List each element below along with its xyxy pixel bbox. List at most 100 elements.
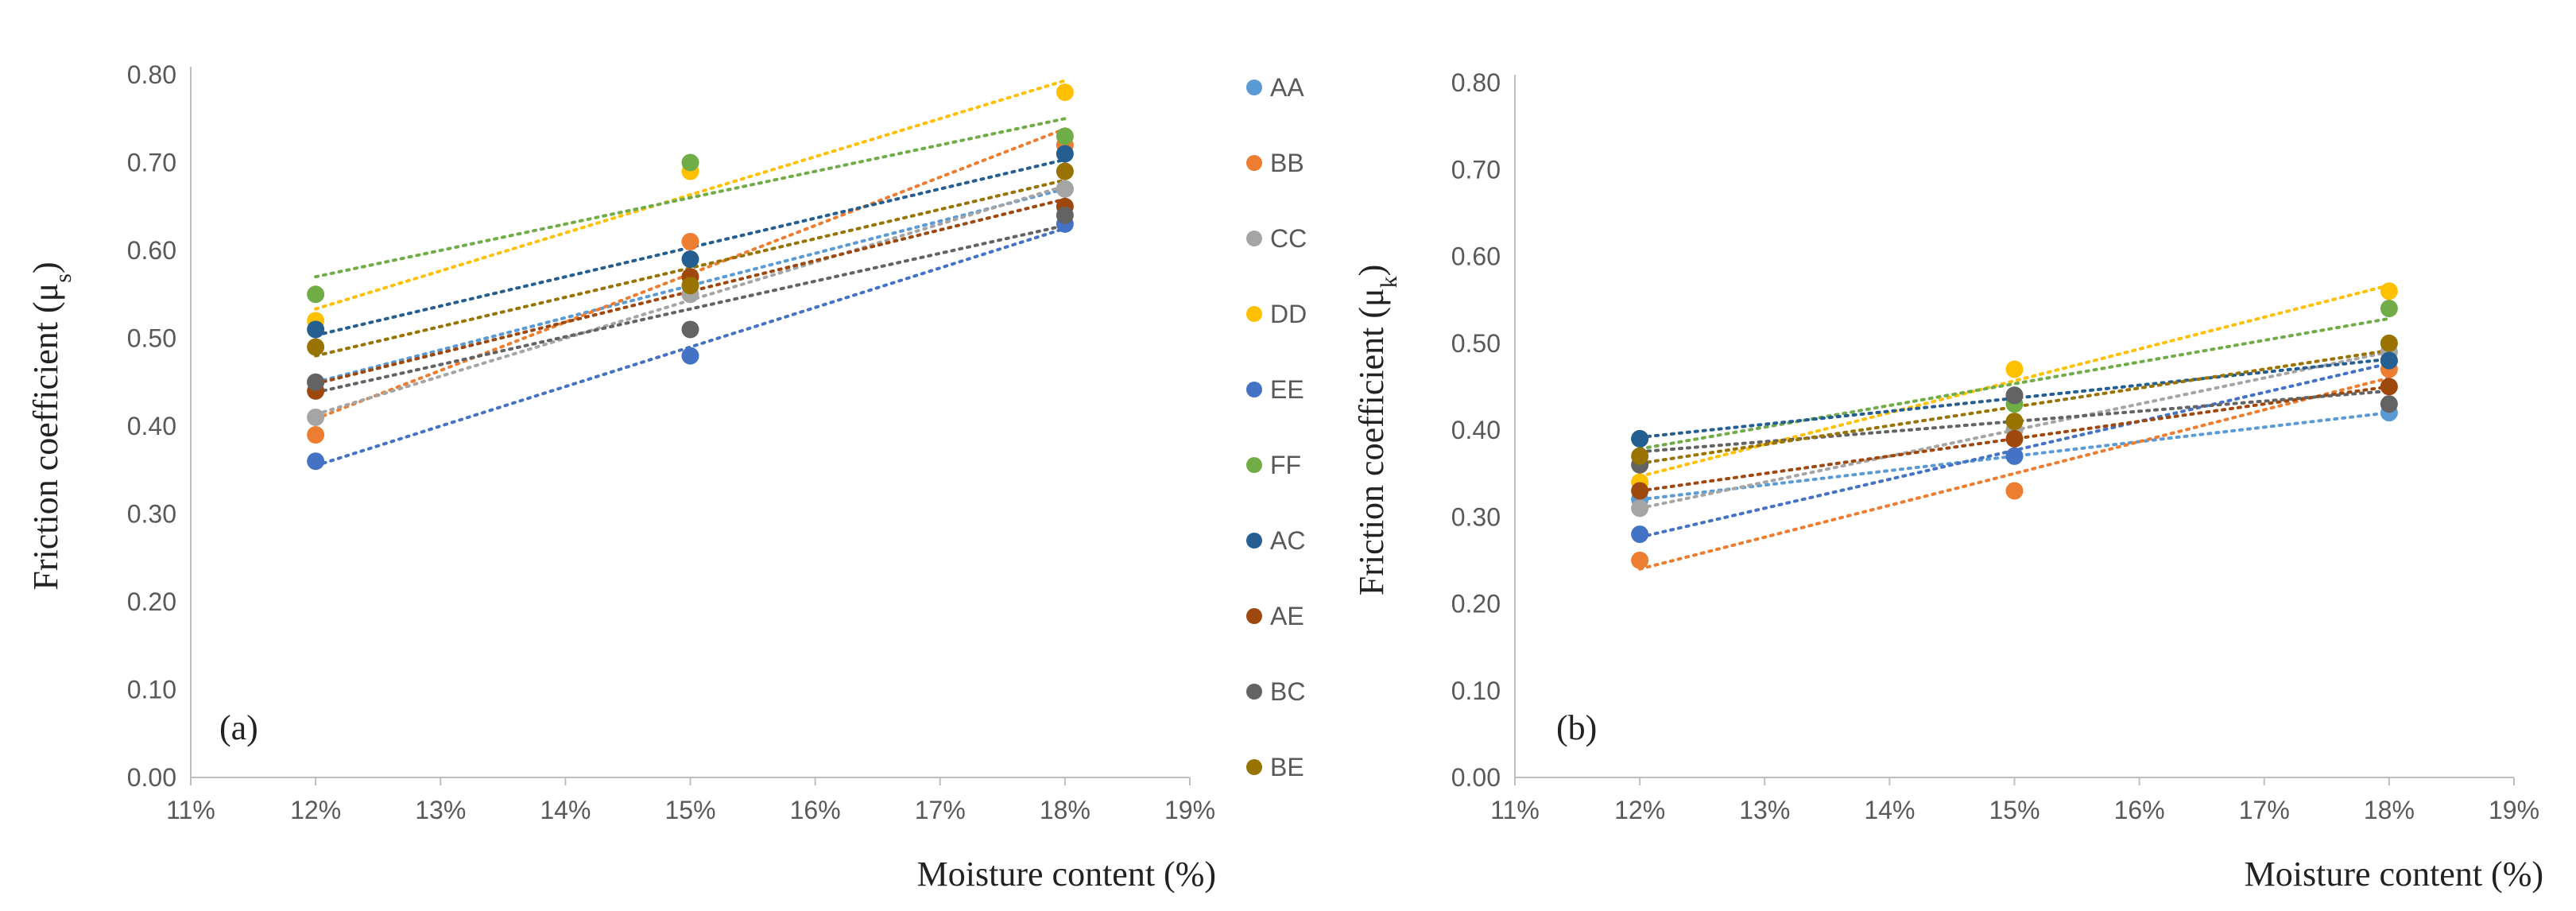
x-tick-label: 18% — [1040, 796, 1090, 824]
y-axis-title: Friction coefficient (μs) — [26, 262, 76, 590]
y-tick-label: 0.80 — [1451, 68, 1501, 97]
x-tick-label: 18% — [2364, 796, 2415, 824]
x-tick-label: 13% — [1739, 796, 1790, 824]
legend-marker-ee — [1246, 382, 1262, 397]
point-bb — [681, 232, 699, 250]
legend-label-ee: EE — [1270, 375, 1304, 404]
legend-label-ae: AE — [1270, 602, 1304, 630]
x-tick-label: 17% — [915, 796, 966, 824]
x-axis-title: Moisture content (%) — [2245, 855, 2543, 894]
point-bb — [2005, 482, 2024, 500]
y-tick-label: 0.70 — [1451, 155, 1501, 184]
chart-panel-a: 0.00 0.10 0.20 0.30 0.40 0.50 0.60 0.70 0.80 11% 1… — [26, 60, 1216, 894]
x-tick-label: 11% — [166, 796, 215, 824]
point-ff — [2380, 300, 2398, 318]
point-bc — [1056, 206, 1074, 224]
point-ae — [2380, 378, 2398, 396]
x-axis-title: Moisture content (%) — [917, 855, 1216, 894]
x-tick-label: 16% — [2114, 796, 2165, 824]
trendline-ff — [1638, 316, 2391, 451]
trendline-be — [314, 178, 1067, 358]
x-tick-label: 11% — [1490, 796, 1540, 824]
y-tick-label: 0.60 — [127, 236, 176, 265]
legend: AA BB CC DD EE FF AC AE BC BE — [1246, 73, 1307, 781]
legend-label-ff: FF — [1270, 451, 1301, 479]
y-axis-title-close: ) — [26, 262, 65, 273]
legend-marker-bb — [1246, 155, 1262, 171]
point-bc — [681, 320, 699, 339]
y-tick-label: 0.30 — [1451, 502, 1501, 531]
x-tick-label: 15% — [1989, 796, 2039, 824]
point-cc — [1056, 180, 1074, 198]
x-tick-label: 13% — [415, 796, 466, 824]
chart-panel-b: 0.00 0.10 0.20 0.30 0.40 0.50 0.60 0.70 0.80 11% 1… — [1352, 68, 2543, 894]
point-dd — [2005, 360, 2024, 378]
point-ac — [307, 320, 325, 339]
panel-label: (a) — [219, 708, 258, 747]
legend-label-be: BE — [1270, 753, 1304, 781]
x-tick-label: 16% — [790, 796, 841, 824]
y-axis-title-subscript: s — [50, 273, 76, 283]
y-tick-label: 0.80 — [127, 60, 176, 89]
legend-marker-aa — [1246, 79, 1262, 95]
legend-marker-dd — [1246, 306, 1262, 322]
y-axis-title-main: Friction coefficient (μ — [1352, 288, 1391, 595]
trendline-bc — [314, 223, 1067, 394]
legend-label-bb: BB — [1270, 149, 1304, 177]
x-tick-label: 12% — [1614, 796, 1665, 824]
y-tick-label: 0.40 — [1451, 416, 1501, 444]
trendline-bb — [1638, 376, 2391, 571]
trendline-ff — [314, 117, 1067, 279]
y-axis-title-close: ) — [1352, 265, 1391, 277]
y-tick-label: 0.00 — [1451, 763, 1501, 792]
y-tick-label: 0.10 — [1451, 676, 1501, 705]
point-ac — [681, 250, 699, 269]
point-bb — [1631, 551, 1649, 569]
x-tick-label: 15% — [664, 796, 715, 824]
point-ee — [1631, 525, 1649, 544]
point-ae — [2005, 429, 2024, 448]
legend-marker-be — [1246, 759, 1262, 775]
y-axis-title: Friction coefficient (μk) — [1352, 265, 1402, 596]
y-tick-label: 0.50 — [1451, 329, 1501, 358]
x-tick-label: 19% — [2489, 796, 2539, 824]
legend-label-cc: CC — [1270, 224, 1307, 253]
x-tick-label: 14% — [540, 796, 591, 824]
legend-marker-ac — [1246, 533, 1262, 549]
point-cc — [1631, 499, 1649, 518]
point-bb — [307, 426, 325, 444]
y-tick-label: 0.50 — [127, 324, 176, 353]
point-dd — [1056, 83, 1074, 102]
point-be — [2005, 413, 2024, 431]
x-tick-label: 14% — [1864, 796, 1915, 824]
point-dd — [2380, 282, 2398, 300]
point-be — [1056, 162, 1074, 180]
x-tick-label: 17% — [2239, 796, 2290, 824]
y-tick-label: 0.40 — [127, 412, 176, 440]
legend-label-dd: DD — [1270, 300, 1307, 328]
legend-marker-cc — [1246, 231, 1262, 246]
point-ae — [1631, 482, 1649, 500]
legend-label-aa: AA — [1270, 73, 1304, 102]
point-bc — [307, 373, 325, 391]
point-bc — [2005, 386, 2024, 405]
point-be — [1631, 447, 1649, 465]
point-ee — [2005, 447, 2024, 465]
y-axis-title-main: Friction coefficient (μ — [26, 283, 65, 591]
point-bc — [2380, 395, 2398, 413]
point-ee — [681, 347, 699, 365]
point-ac — [1056, 145, 1074, 163]
y-tick-label: 0.60 — [1451, 242, 1501, 271]
trendline-bb — [314, 127, 1067, 421]
y-tick-label: 0.10 — [127, 676, 176, 704]
legend-label-ac: AC — [1270, 526, 1305, 555]
trendline-ae — [1638, 385, 2391, 493]
panel-label: (b) — [1556, 708, 1597, 747]
legend-marker-bc — [1246, 684, 1262, 700]
y-tick-label: 0.00 — [127, 763, 176, 792]
point-be — [307, 338, 325, 356]
point-ac — [1631, 429, 1649, 448]
point-ee — [307, 452, 325, 471]
y-axis-title-subscript: k — [1376, 276, 1402, 288]
trendline-ee — [314, 227, 1067, 467]
